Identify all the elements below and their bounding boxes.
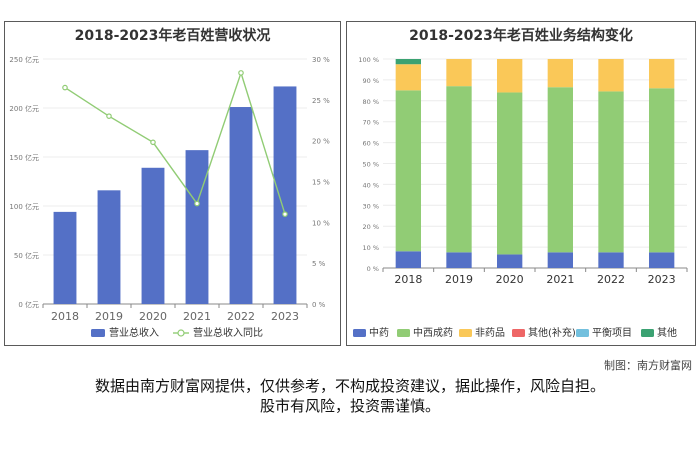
y-axis-tick-label: 60 % xyxy=(362,140,379,148)
revenue-bar xyxy=(97,190,121,304)
yoy-growth-point xyxy=(106,113,112,119)
revenue-bar xyxy=(273,86,297,304)
stacked-bar-segment xyxy=(395,90,421,252)
disclaimer-line-2: 股市有风险，投资需谨慎。 xyxy=(259,397,440,415)
revenue-bar xyxy=(53,211,77,304)
legend-swatch xyxy=(397,329,410,337)
stacked-bar-segment xyxy=(395,59,421,65)
disclaimer-line-1: 数据由南方财富网提供，仅供参考，不构成投资建议，据此操作，风险自担。 xyxy=(94,377,605,395)
yoy-growth-point xyxy=(282,211,288,217)
stacked-bar-segment xyxy=(446,252,472,268)
revenue-chart-panel: 2018-2023年老百姓营收状况 0 亿元 50 亿元 100 亿元 150 亿元 2… xyxy=(4,21,341,346)
right-axis-tick-label: 5 % xyxy=(312,260,326,268)
stacked-bar-segment xyxy=(497,254,523,268)
y-axis-tick-label: 80 % xyxy=(362,98,379,106)
stacked-bar-segment xyxy=(547,87,573,253)
legend-label: 其他 xyxy=(657,326,677,339)
stacked-bar-segment xyxy=(395,64,421,91)
stacked-bar-segment xyxy=(547,252,573,268)
y-axis-tick-label: 10 % xyxy=(362,244,379,252)
stacked-bar-segment xyxy=(446,86,472,253)
stacked-bar-segment xyxy=(446,59,472,87)
legend-swatch-yoy-marker xyxy=(177,329,185,337)
legend-swatch xyxy=(459,329,472,337)
x-axis-tick-label: 2023 xyxy=(648,273,676,286)
legend-label: 其他(补充) xyxy=(528,326,576,339)
revenue-bar xyxy=(229,107,253,305)
structure-chart: 0 % 10 % 20 % 30 % 40 % 50 % 60 % 70 % 80 % 90 % 1… xyxy=(353,56,688,339)
x-axis-tick-label: 2019 xyxy=(445,273,473,286)
x-axis-tick-label: 2018 xyxy=(51,310,79,323)
stacked-bar-segment xyxy=(598,59,624,92)
legend-swatch-revenue xyxy=(91,329,105,337)
left-axis-tick-label: 100 亿元 xyxy=(9,202,39,211)
structure-chart-panel: 2018-2023年老百姓业务结构变化 0 % 10 % 20 % 30 % 40 % 5… xyxy=(346,21,696,346)
legend-label-revenue: 营业总收入 xyxy=(109,326,159,339)
legend-label: 中药 xyxy=(369,326,389,339)
left-axis-tick-label: 50 亿元 xyxy=(14,251,39,260)
yoy-growth-point xyxy=(150,139,156,146)
y-axis-tick-label: 0 % xyxy=(367,265,379,273)
stacked-bar-segment xyxy=(598,252,624,268)
yoy-growth-point xyxy=(62,84,68,91)
revenue-bar xyxy=(141,167,165,304)
y-axis-tick-label: 30 % xyxy=(362,202,379,210)
revenue-bar xyxy=(185,150,209,304)
x-axis-tick-label: 2021 xyxy=(183,310,211,323)
right-axis-tick-label: 25 % xyxy=(312,97,330,105)
x-axis-tick-label: 2018 xyxy=(394,273,422,286)
legend-label-yoy: 营业总收入同比 xyxy=(193,326,263,339)
revenue-chart-title: 2018-2023年老百姓营收状况 xyxy=(74,28,271,44)
yoy-growth-line xyxy=(64,70,286,215)
legend-label: 平衡项目 xyxy=(592,327,632,339)
stacked-bar-segment xyxy=(497,92,523,255)
revenue-chart: 0 亿元 50 亿元 100 亿元 150 亿元 200 亿元 250 亿元 0 % 5 % 1… xyxy=(9,55,330,339)
right-axis-tick-label: 0 % xyxy=(312,301,326,309)
legend-swatch xyxy=(353,329,366,337)
right-axis-tick-label: 20 % xyxy=(312,138,330,146)
left-axis-tick-label: 250 亿元 xyxy=(9,55,39,64)
x-axis-tick-label: 2020 xyxy=(139,310,167,323)
y-axis-tick-label: 90 % xyxy=(362,77,379,85)
x-axis-tick-label: 2022 xyxy=(227,310,255,323)
stacked-bar-segment xyxy=(649,59,675,89)
x-axis-tick-label: 2022 xyxy=(597,273,625,286)
left-axis-tick-label: 150 亿元 xyxy=(9,153,39,162)
chart-credit: 制图：南方财富网 xyxy=(604,359,692,372)
y-axis-tick-label: 40 % xyxy=(362,181,379,189)
legend-label: 非药品 xyxy=(475,327,505,339)
stacked-bar-segment xyxy=(497,59,523,93)
y-axis-tick-label: 70 % xyxy=(362,119,379,127)
yoy-growth-point xyxy=(194,200,200,207)
y-axis-tick-label: 100 % xyxy=(358,56,379,64)
legend-swatch xyxy=(512,329,525,337)
left-axis-tick-label: 0 亿元 xyxy=(18,300,39,309)
right-axis-tick-label: 30 % xyxy=(312,56,330,64)
right-axis-tick-label: 10 % xyxy=(312,219,330,227)
disclaimer: 数据由南方财富网提供，仅供参考，不构成投资建议，据此操作，风险自担。 股市有风险… xyxy=(0,376,700,416)
y-axis-tick-label: 50 % xyxy=(362,161,379,169)
stacked-bar-segment xyxy=(395,251,421,268)
stacked-bar-segment xyxy=(649,88,675,253)
stacked-bar-segment xyxy=(649,252,675,268)
legend-swatch xyxy=(576,329,589,337)
right-axis-tick-label: 15 % xyxy=(312,179,330,187)
legend-label: 中西成药 xyxy=(413,326,453,339)
x-axis-tick-label: 2023 xyxy=(271,310,299,323)
stacked-bar-segment xyxy=(598,91,624,253)
x-axis-tick-label: 2021 xyxy=(546,273,574,286)
legend-swatch xyxy=(641,329,654,337)
yoy-growth-point xyxy=(238,70,244,76)
left-axis-tick-label: 200 亿元 xyxy=(9,104,39,113)
y-axis-tick-label: 20 % xyxy=(362,223,379,231)
structure-chart-title: 2018-2023年老百姓业务结构变化 xyxy=(409,28,633,44)
stacked-bar-segment xyxy=(547,59,573,88)
x-axis-tick-label: 2020 xyxy=(496,273,524,286)
x-axis-tick-label: 2019 xyxy=(95,310,123,323)
